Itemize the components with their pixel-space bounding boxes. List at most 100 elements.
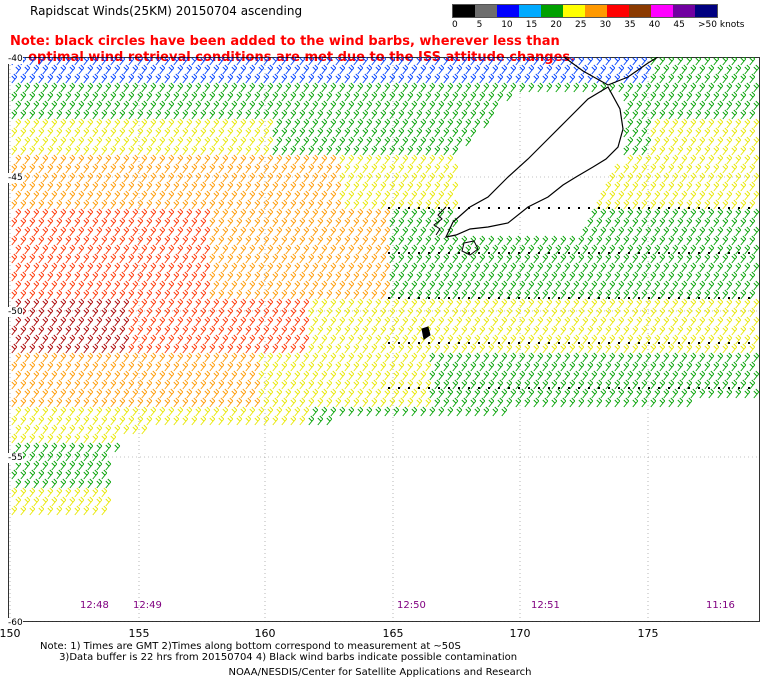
wind-barb — [443, 217, 450, 228]
wind-barb — [204, 244, 211, 255]
wind-barb — [632, 109, 639, 120]
wind-barb — [402, 334, 409, 345]
wind-barb — [24, 190, 31, 201]
contamination-marker — [688, 297, 690, 299]
wind-barb — [623, 145, 630, 156]
wind-barb — [717, 136, 724, 147]
wind-barb — [254, 127, 261, 138]
wind-barb — [681, 172, 688, 183]
wind-barb — [654, 226, 661, 237]
wind-barb — [209, 253, 216, 264]
wind-barb — [276, 388, 283, 399]
wind-barb — [663, 298, 670, 309]
wind-barb — [389, 271, 396, 282]
wind-barb — [249, 388, 256, 399]
wind-barb — [650, 253, 657, 264]
wind-barb — [285, 388, 292, 399]
wind-barb — [272, 57, 279, 66]
wind-barb — [411, 244, 418, 255]
wind-barb — [209, 289, 216, 300]
wind-barb — [191, 91, 198, 102]
wind-barb — [600, 388, 607, 399]
wind-barb — [146, 343, 153, 354]
wind-barb — [677, 343, 684, 354]
wind-barb — [312, 334, 319, 345]
wind-barb — [605, 181, 612, 192]
wind-barb — [371, 91, 378, 102]
wind-barb — [308, 397, 315, 408]
wind-barb — [483, 406, 490, 417]
wind-barb — [308, 307, 315, 318]
wind-barb — [42, 370, 49, 381]
wind-barb — [695, 127, 702, 138]
wind-barb — [218, 145, 225, 156]
wind-barb — [258, 316, 265, 327]
contamination-marker — [498, 342, 500, 344]
wind-barb — [276, 64, 283, 75]
wind-barb — [447, 298, 454, 309]
wind-barb — [560, 325, 567, 336]
wind-barb — [366, 298, 373, 309]
wind-barb — [695, 109, 702, 120]
wind-barb — [578, 343, 585, 354]
wind-barb — [533, 253, 540, 264]
wind-barb — [101, 235, 108, 246]
wind-barb — [303, 226, 310, 237]
wind-barb — [303, 154, 310, 165]
wind-barb — [51, 316, 58, 327]
wind-barb — [740, 181, 747, 192]
wind-barb — [69, 442, 76, 453]
contamination-marker — [408, 342, 410, 344]
wind-barb — [231, 298, 238, 309]
wind-barb — [339, 226, 346, 237]
wind-barb — [285, 190, 292, 201]
wind-barb — [393, 208, 400, 219]
wind-barb — [308, 361, 315, 372]
wind-barb — [735, 64, 742, 75]
wind-barb — [56, 73, 63, 84]
wind-barb — [231, 208, 238, 219]
wind-barb — [591, 262, 598, 273]
wind-barb — [528, 82, 535, 93]
wind-barb — [267, 334, 274, 345]
wind-barb — [123, 190, 130, 201]
wind-barb — [222, 316, 229, 327]
wind-barb — [128, 127, 135, 138]
wind-barb — [416, 379, 423, 390]
wind-barb — [33, 388, 40, 399]
wind-barb — [366, 316, 373, 327]
wind-barb — [591, 370, 598, 381]
wind-barb — [353, 73, 360, 84]
wind-barb — [114, 64, 121, 75]
wind-barb — [96, 208, 103, 219]
wind-barb — [749, 199, 756, 210]
wind-barb — [110, 91, 117, 102]
wind-barb — [519, 352, 526, 363]
wind-barb — [254, 145, 261, 156]
wind-barb — [236, 73, 243, 84]
wind-barb — [29, 325, 36, 336]
wind-barb — [344, 397, 351, 408]
wind-barb — [407, 253, 414, 264]
wind-barb — [209, 145, 216, 156]
wind-barb — [177, 172, 184, 183]
wind-barb — [141, 316, 148, 327]
wind-barb — [42, 208, 49, 219]
wind-barb — [411, 406, 418, 417]
wind-barb — [479, 109, 486, 120]
wind-barb — [749, 109, 756, 120]
wind-barb — [132, 100, 139, 111]
wind-barb — [56, 415, 63, 426]
wind-barb — [177, 262, 184, 273]
wind-barb — [191, 217, 198, 228]
wind-barb — [641, 199, 648, 210]
wind-barb — [393, 316, 400, 327]
wind-barb — [519, 334, 526, 345]
wind-barb — [24, 244, 31, 255]
wind-barb — [335, 57, 342, 66]
wind-barb — [650, 127, 657, 138]
wind-barb — [249, 298, 256, 309]
wind-barb — [519, 244, 526, 255]
wind-barb — [659, 343, 666, 354]
wind-barb — [713, 91, 720, 102]
